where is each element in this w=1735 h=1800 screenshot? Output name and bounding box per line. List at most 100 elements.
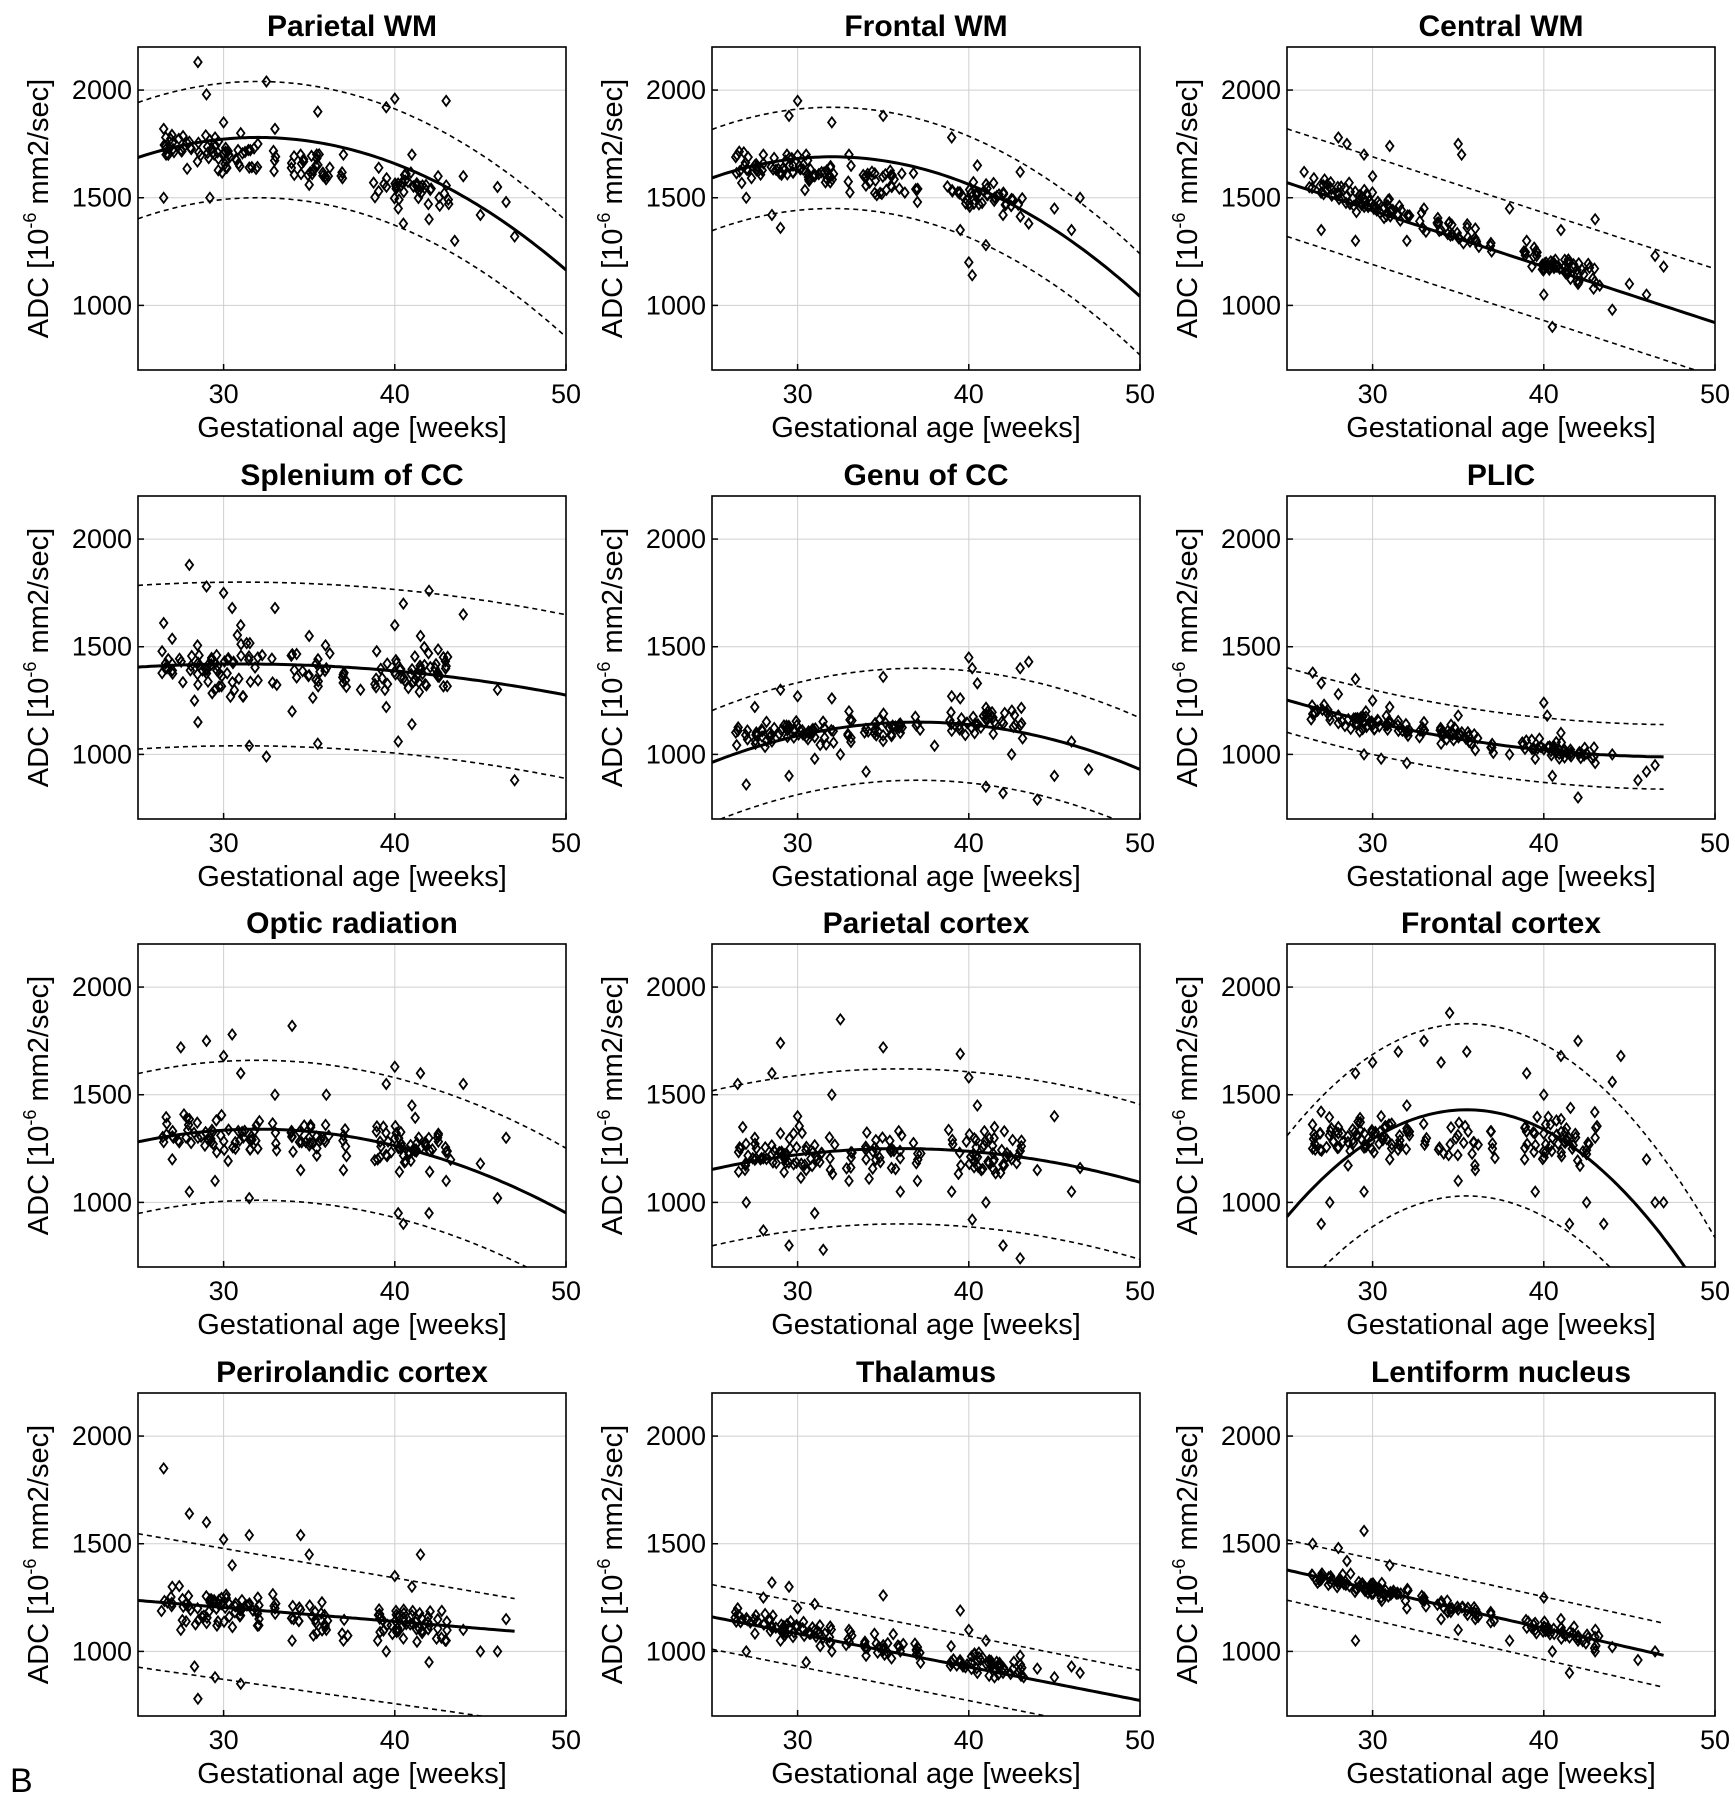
data-point (1641, 1152, 1652, 1166)
data-point (981, 1634, 991, 1648)
data-point (320, 169, 331, 183)
data-point (1049, 1109, 1060, 1123)
plot-frame (711, 1392, 1141, 1717)
data-point (182, 162, 193, 176)
chart-title: PLIC (1467, 459, 1535, 492)
data-point (381, 700, 392, 714)
data-point (270, 122, 280, 136)
data-point (750, 1627, 760, 1641)
data-point (733, 1165, 744, 1179)
data-point (779, 1165, 789, 1179)
data-point (741, 778, 752, 792)
x-tick-label: 40 (1529, 379, 1559, 409)
data-point (967, 268, 978, 282)
data-point (844, 148, 854, 162)
x-tick-label: 40 (954, 828, 984, 858)
data-point (304, 629, 315, 643)
data-point (412, 1635, 422, 1649)
data-point (219, 1143, 230, 1157)
x-axis-label: Gestational age [weeks] (1346, 412, 1656, 444)
data-point (894, 182, 905, 196)
y-tick-label: 1500 (646, 632, 706, 662)
data-point (1350, 185, 1361, 199)
data-point (731, 738, 742, 752)
data-point (1521, 234, 1532, 248)
data-point (1369, 1145, 1379, 1159)
data-point (1467, 1147, 1477, 1161)
data-point (449, 234, 460, 248)
data-point (458, 1077, 469, 1091)
data-point (193, 678, 203, 692)
data-point (946, 689, 957, 703)
data-point (304, 178, 315, 192)
x-tick-label: 50 (1700, 1725, 1730, 1755)
data-point (320, 1118, 331, 1132)
data-point (731, 166, 742, 180)
data-point (163, 148, 174, 162)
y-tick-label: 1000 (646, 1187, 706, 1217)
data-point (458, 607, 469, 621)
data-point (912, 1174, 923, 1188)
data-point (755, 168, 766, 182)
data-point (988, 176, 999, 190)
y-tick-label: 1500 (1221, 1529, 1281, 1559)
data-point (989, 191, 1000, 205)
data-point (878, 109, 889, 123)
data-point (1017, 191, 1028, 205)
data-point (1066, 1185, 1077, 1199)
x-tick-label: 30 (209, 1725, 239, 1755)
data-point (1453, 1623, 1464, 1637)
y-tick-label: 1500 (1221, 183, 1281, 213)
data-point (443, 193, 454, 207)
data-point (963, 255, 974, 269)
data-point (784, 1238, 794, 1252)
data-point (223, 148, 234, 162)
data-point (227, 1620, 238, 1634)
data-point (235, 126, 246, 140)
data-point (1353, 193, 1364, 207)
data-point (1641, 765, 1652, 779)
y-tick-label: 2000 (72, 75, 132, 105)
data-point (809, 1206, 820, 1220)
data-point (409, 649, 420, 663)
data-point (1333, 130, 1344, 144)
data-point (878, 1040, 889, 1054)
data-point (1453, 709, 1464, 723)
data-point (896, 167, 907, 181)
data-point (1049, 769, 1060, 783)
data-point (769, 151, 780, 165)
y-tick-label: 2000 (646, 75, 706, 105)
data-point (757, 163, 768, 177)
x-axis-label: Gestational age [weeks] (197, 861, 507, 893)
x-tick-label: 30 (209, 1276, 239, 1306)
data-point (244, 1528, 255, 1542)
data-point (981, 780, 991, 794)
data-point (167, 632, 178, 646)
plot-frame (137, 1392, 567, 1717)
data-point (1032, 793, 1043, 807)
data-point (825, 1151, 835, 1165)
data-point (233, 143, 243, 157)
data-point (368, 176, 379, 190)
data-point (869, 1627, 880, 1641)
data-point (878, 1588, 889, 1602)
ci-upper-line (712, 667, 1140, 719)
x-tick-label: 50 (551, 1276, 581, 1306)
data-point (979, 1124, 990, 1138)
data-point (389, 92, 400, 106)
data-point (184, 558, 195, 572)
data-point (379, 177, 389, 191)
data-point (1589, 1105, 1600, 1119)
x-tick-label: 40 (1529, 1276, 1559, 1306)
y-axis-label: ADC [10-6 mm2/sec] (20, 1425, 55, 1684)
data-point (1461, 1045, 1472, 1059)
data-point (1650, 758, 1660, 772)
data-point (287, 1599, 298, 1613)
data-point (1376, 1109, 1387, 1123)
data-point (946, 1639, 956, 1653)
data-point (158, 122, 169, 136)
data-point (1013, 198, 1024, 212)
chart-title: Splenium of CC (240, 459, 463, 492)
data-point (1307, 1117, 1318, 1131)
data-point (1650, 249, 1660, 263)
